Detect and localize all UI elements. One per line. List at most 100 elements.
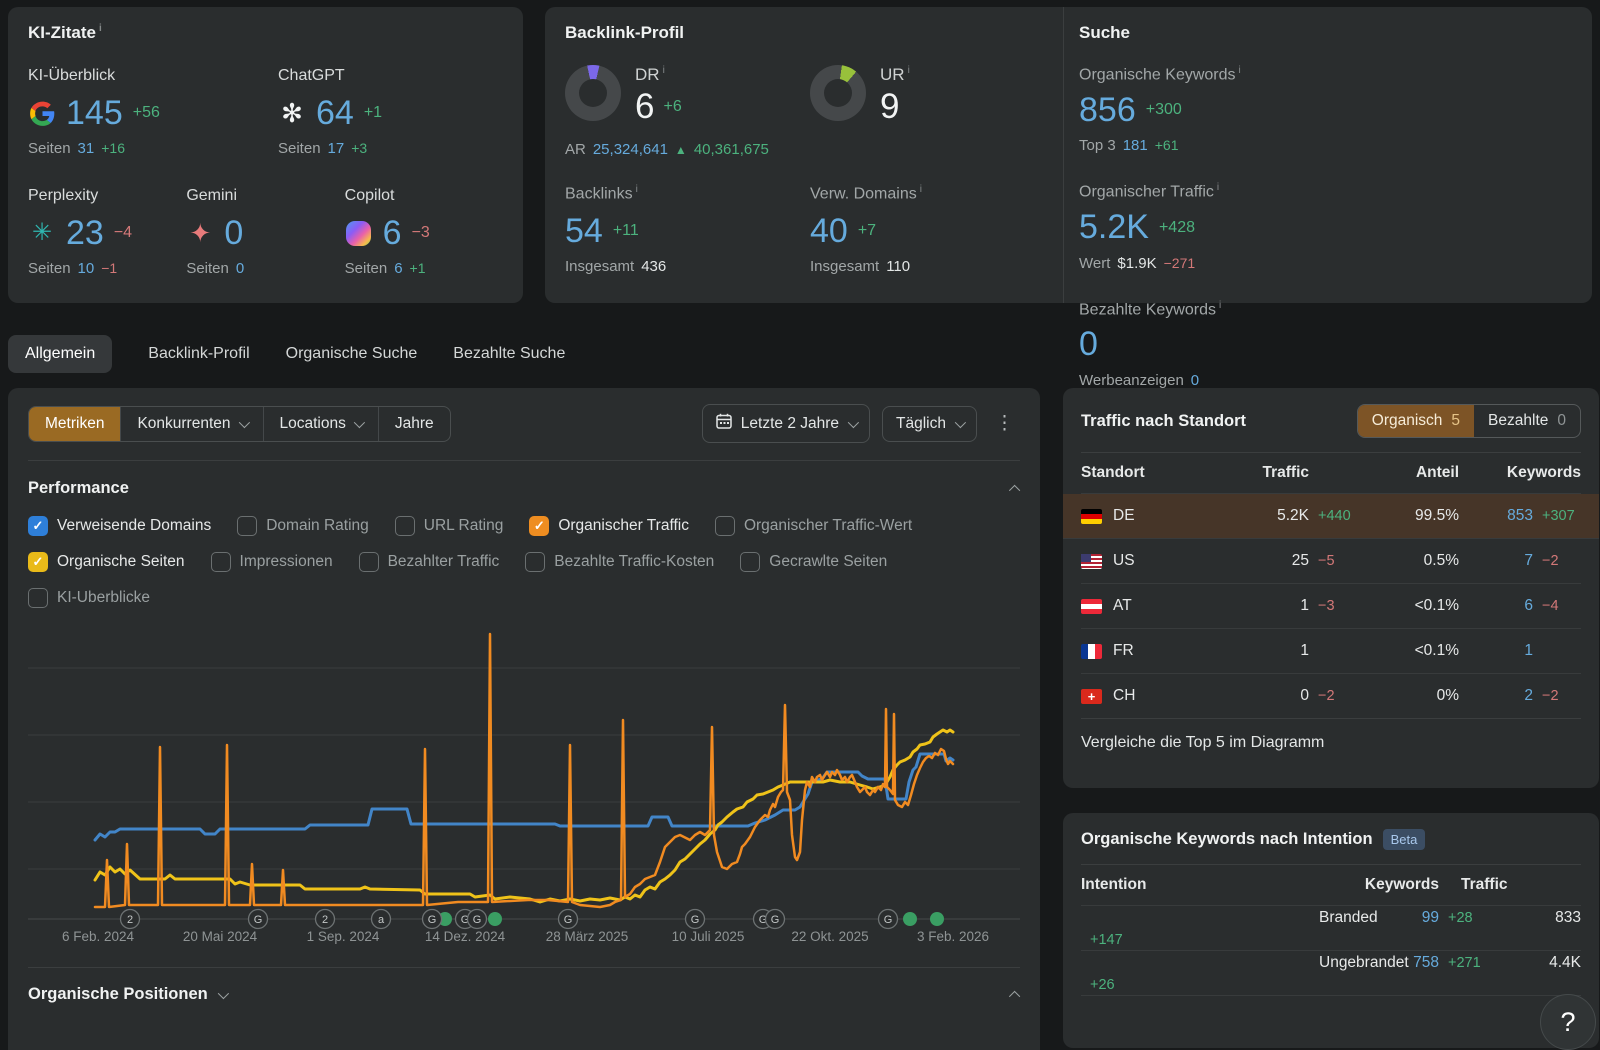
backlink-profil-title: Backlink-Profil: [565, 23, 1043, 43]
organischer-traffic-metric: Organischer Traffici 5.2K+428 Wert$1.9K−…: [1079, 182, 1329, 271]
jahre-button[interactable]: Jahre: [378, 407, 450, 441]
chatgpt-icon: ✻: [278, 99, 306, 127]
chevron-down-icon: [848, 416, 859, 427]
svg-text:20 Mai 2024: 20 Mai 2024: [183, 929, 258, 944]
vergleiche-top5-link[interactable]: Vergleiche die Top 5 im Diagramm: [1081, 719, 1581, 767]
info-icon[interactable]: i: [1219, 300, 1221, 311]
traffic-standort-panel: Traffic nach Standort Organisch5 Bezahlt…: [1063, 388, 1599, 788]
dr-donut: [565, 65, 621, 121]
info-icon[interactable]: i: [908, 65, 910, 76]
svg-text:22 Okt. 2025: 22 Okt. 2025: [791, 929, 868, 944]
checkbox-organischer-traffic-wert[interactable]: Organischer Traffic-Wert: [715, 516, 912, 536]
info-icon[interactable]: i: [1217, 182, 1219, 193]
standort-row-fr[interactable]: FR 1 <0.1% 1: [1081, 629, 1581, 674]
info-icon[interactable]: i: [920, 184, 922, 195]
performance-title: Performance: [28, 479, 129, 498]
chevron-down-icon[interactable]: [217, 987, 228, 998]
dr-value: 6: [635, 87, 654, 127]
tab-allgemein[interactable]: Allgemein: [8, 335, 112, 373]
toggle-bezahlte[interactable]: Bezahlte0: [1474, 405, 1580, 437]
more-options-icon[interactable]: ⋮: [989, 412, 1020, 435]
svg-text:6 Feb. 2024: 6 Feb. 2024: [62, 929, 135, 944]
checkbox-icon: [28, 552, 48, 572]
backlink-suche-card: Backlink-Profil DRi 6+6 URi 9: [545, 7, 1592, 303]
toggle-organisch[interactable]: Organisch5: [1358, 405, 1474, 437]
traffic-standort-title: Traffic nach Standort: [1081, 412, 1246, 431]
intention-row-branded[interactable]: Branded 99+28 833+147: [1081, 906, 1581, 951]
intention-title: Organische Keywords nach Intention: [1081, 830, 1373, 849]
tab-bezahlte-suche[interactable]: Bezahlte Suche: [453, 335, 565, 373]
svg-text:G: G: [473, 914, 482, 926]
ki-zitate-card: KI-Zitatei KI-Überblick 145 +56 Seiten31…: [8, 7, 523, 303]
intention-row-ungebrandet[interactable]: Ungebrandet 758+271 4.4K+26: [1081, 951, 1581, 996]
checkbox-icon: [740, 552, 760, 572]
performance-chart[interactable]: 2G2aGGGGGGGG6 Feb. 202420 Mai 20241 Sep.…: [28, 632, 1020, 946]
ur-value: 9: [880, 87, 899, 127]
svg-text:a: a: [378, 914, 385, 926]
checkbox-icon: [359, 552, 379, 572]
standort-row-de[interactable]: DE 5.2K+440 99.5% 853+307: [1063, 494, 1599, 539]
keywords-intention-panel: Organische Keywords nach Intention Beta …: [1063, 813, 1599, 1048]
perplexity-icon: ✳: [28, 219, 56, 247]
beta-badge: Beta: [1383, 829, 1426, 850]
organisch-bezahlte-toggle: Organisch5 Bezahlte0: [1357, 404, 1581, 438]
metric-checkboxes: Verweisende Domains Domain Rating URL Ra…: [28, 516, 1020, 608]
dashboard-page: KI-Zitatei KI-Überblick 145 +56 Seiten31…: [0, 0, 1600, 1050]
checkbox-verweisende-domains[interactable]: Verweisende Domains: [28, 516, 211, 536]
svg-text:G: G: [771, 914, 780, 926]
ki-ueberblick-value: 145: [66, 94, 123, 133]
checkbox-domain-rating[interactable]: Domain Rating: [237, 516, 369, 536]
google-icon: [28, 99, 56, 127]
chevron-down-icon: [955, 416, 966, 427]
flag-de-icon: [1081, 509, 1102, 524]
konkurrenten-button[interactable]: Konkurrenten: [120, 407, 262, 441]
checkbox-icon: [715, 516, 735, 536]
flag-at-icon: [1081, 599, 1102, 614]
svg-text:G: G: [254, 914, 263, 926]
chart-toolbar: Metriken Konkurrenten Locations Jahre Le…: [28, 404, 1020, 461]
standort-row-us[interactable]: US 25−5 0.5% 7−2: [1081, 539, 1581, 584]
info-icon[interactable]: i: [636, 184, 638, 195]
checkbox-gecrawlte-seiten[interactable]: Gecrawlte Seiten: [740, 552, 887, 572]
checkbox-organische-seiten[interactable]: Organische Seiten: [28, 552, 185, 572]
verw-domains-metric: Verw. Domainsi 40+7 Insgesamt110: [810, 184, 1043, 275]
ur-donut: [810, 65, 866, 121]
collapse-icon[interactable]: [1009, 484, 1020, 495]
date-range-select[interactable]: Letzte 2 Jahre: [702, 404, 870, 443]
ai-metric-copilot: Copilot 6 −3 Seiten6+1: [345, 187, 503, 277]
suche-section: Suche Organische Keywordsi 856+300 Top 3…: [1063, 7, 1592, 303]
checkbox-impressionen[interactable]: Impressionen: [211, 552, 333, 572]
ki-ueberblick-delta: +56: [133, 104, 160, 122]
info-icon[interactable]: i: [99, 23, 102, 34]
locations-button[interactable]: Locations: [263, 407, 378, 441]
standort-row-ch[interactable]: CH 0−2 0% 2−2: [1081, 674, 1581, 719]
collapse-icon[interactable]: [1009, 990, 1020, 1001]
checkbox-bezahlter-traffic[interactable]: Bezahlter Traffic: [359, 552, 500, 572]
ki-zitate-title: KI-Zitatei: [28, 23, 503, 43]
checkbox-bezahlte-traffic-kosten[interactable]: Bezahlte Traffic-Kosten: [525, 552, 714, 572]
info-icon[interactable]: i: [1239, 65, 1241, 76]
granularity-select[interactable]: Täglich: [882, 406, 977, 442]
help-button[interactable]: ?: [1540, 994, 1596, 1050]
checkbox-icon: [237, 516, 257, 536]
info-icon[interactable]: i: [663, 65, 665, 76]
ai-metric-ki-ueberblick: KI-Überblick 145 +56 Seiten31+16: [28, 67, 278, 157]
tab-organische-suche[interactable]: Organische Suche: [286, 335, 418, 373]
checkbox-url-rating[interactable]: URL Rating: [395, 516, 504, 536]
svg-text:G: G: [428, 914, 437, 926]
calendar-icon: [716, 413, 732, 434]
svg-text:3 Feb. 2026: 3 Feb. 2026: [917, 929, 989, 944]
metriken-button[interactable]: Metriken: [29, 407, 120, 441]
svg-text:28 März 2025: 28 März 2025: [546, 929, 629, 944]
svg-text:10 Juli 2025: 10 Juli 2025: [672, 929, 745, 944]
standort-row-at[interactable]: AT 1−3 <0.1% 6−4: [1081, 584, 1581, 629]
checkbox-icon: [395, 516, 415, 536]
suche-title: Suche: [1079, 23, 1572, 43]
copilot-icon: [345, 219, 373, 247]
tab-backlink-profil[interactable]: Backlink-Profil: [148, 335, 249, 373]
flag-fr-icon: [1081, 644, 1102, 659]
checkbox-ki-uberblicke[interactable]: KI-Uberblicke: [28, 588, 150, 608]
svg-text:14 Dez. 2024: 14 Dez. 2024: [425, 929, 506, 944]
checkbox-organischer-traffic[interactable]: Organischer Traffic: [529, 516, 689, 536]
backlink-profil-section: Backlink-Profil DRi 6+6 URi 9: [545, 7, 1063, 303]
